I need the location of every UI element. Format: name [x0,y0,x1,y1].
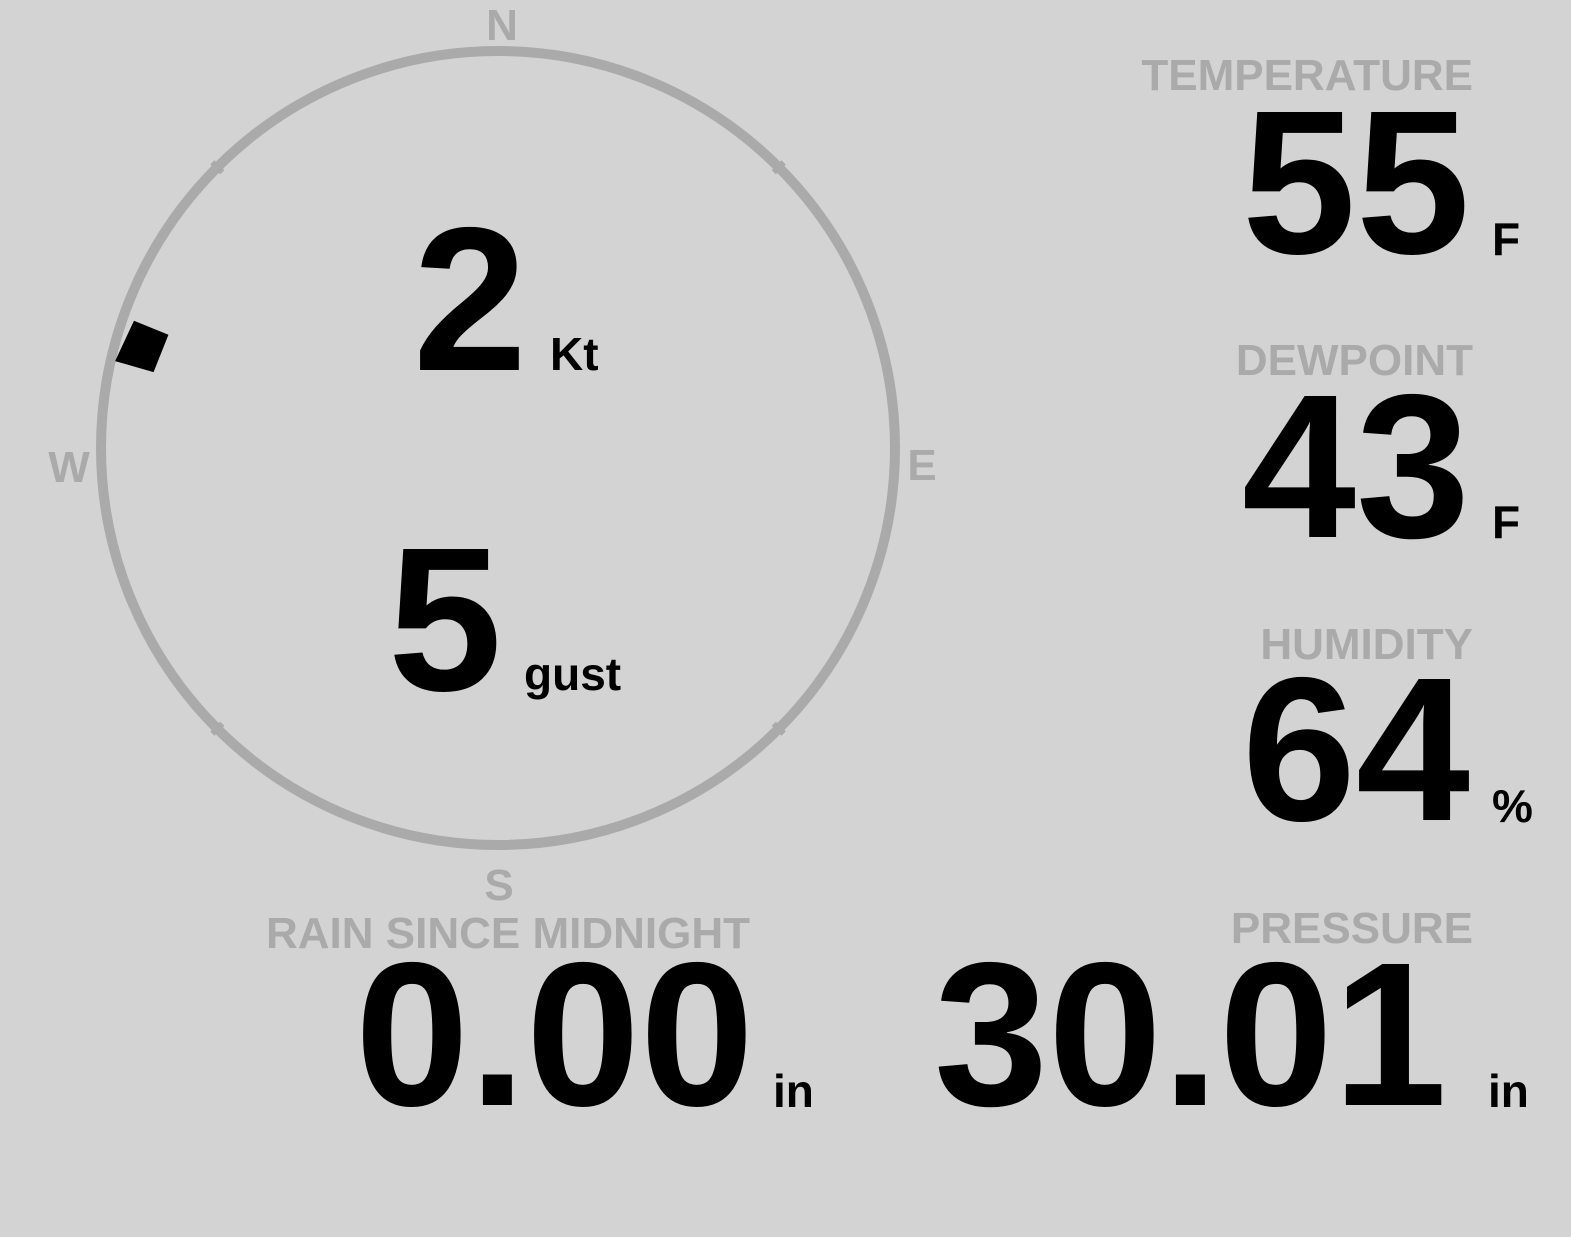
humidity-value: 64 [1242,635,1470,864]
dewpoint-panel: DEWPOINT 43 F [1236,336,1520,581]
wind-speed-unit: Kt [550,328,599,380]
wind-speed-value: 2 [413,185,527,414]
rain-value: 0.00 [355,920,754,1149]
pressure-panel: PRESSURE 30.01 in [934,904,1529,1149]
compass-north: N [486,1,518,50]
wind-gust-value: 5 [388,505,502,734]
compass-east: E [907,441,936,490]
humidity-panel: HUMIDITY 64 % [1242,620,1533,864]
temperature-unit: F [1492,213,1520,265]
pressure-value: 30.01 [934,920,1447,1149]
rain-unit: in [773,1065,814,1117]
compass-tick [210,160,225,175]
humidity-label: HUMIDITY [1260,620,1473,669]
compass-tick [771,721,786,736]
compass-ring [96,46,900,850]
compass-ticks [210,160,786,736]
humidity-unit: % [1492,780,1533,832]
temperature-label: TEMPERATURE [1141,51,1473,100]
rain-panel: RAIN SINCE MIDNIGHT 0.00 in [266,909,814,1149]
pressure-label: PRESSURE [1231,904,1473,953]
compass-south: S [484,861,513,910]
dewpoint-value: 43 [1242,352,1470,581]
wind-direction-marker-icon [115,320,169,373]
dewpoint-label: DEWPOINT [1236,336,1473,385]
wind-dial: N E S W 2 Kt 5 gust [48,1,936,910]
wind-gust-unit: gust [524,648,621,700]
compass-west: W [48,443,90,492]
temperature-value: 55 [1242,68,1470,297]
dewpoint-unit: F [1492,496,1520,548]
rain-label: RAIN SINCE MIDNIGHT [266,909,750,958]
temperature-panel: TEMPERATURE 55 F [1141,51,1520,297]
compass-tick [771,160,786,175]
pressure-unit: in [1488,1065,1529,1117]
compass-tick [210,721,225,736]
